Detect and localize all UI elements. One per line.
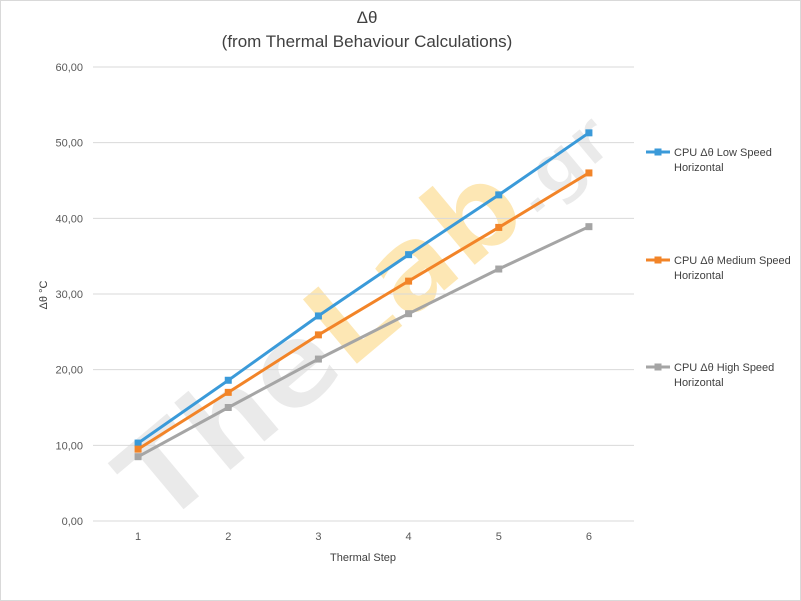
data-point xyxy=(405,251,413,259)
y-tick-label: 0,00 xyxy=(62,516,83,528)
x-tick-label: 2 xyxy=(225,531,231,543)
data-point xyxy=(495,265,503,273)
legend-label: CPU Δθ Low Speed xyxy=(674,147,772,159)
data-point xyxy=(585,129,593,137)
legend-swatch-marker xyxy=(654,148,662,156)
data-point xyxy=(495,223,503,231)
x-axis-title: Thermal Step xyxy=(330,552,396,564)
x-tick-label: 5 xyxy=(496,531,502,543)
watermark: TheLab.gr xyxy=(89,62,635,552)
data-point xyxy=(405,310,413,318)
series-2 xyxy=(134,169,593,453)
legend-label: Horizontal xyxy=(674,377,724,389)
gridlines xyxy=(93,66,634,522)
data-point xyxy=(134,445,142,453)
data-point xyxy=(224,404,232,411)
series xyxy=(134,129,593,461)
legend-entry: CPU Δθ Low Speed Horizontal xyxy=(646,147,772,174)
legend-label: Horizontal xyxy=(674,270,724,282)
series-line xyxy=(137,131,590,445)
y-tick-label: 20,00 xyxy=(55,365,83,377)
y-tick-label: 60,00 xyxy=(55,62,83,74)
x-tick-label: 1 xyxy=(135,531,141,543)
series-line xyxy=(137,225,590,459)
data-point xyxy=(585,169,593,177)
y-tick-label: 10,00 xyxy=(55,440,83,452)
data-point xyxy=(585,223,593,231)
data-point xyxy=(134,439,142,447)
data-point xyxy=(224,388,232,396)
chart-title: Δθ xyxy=(357,8,378,27)
legend-swatch-marker xyxy=(654,363,662,371)
x-tick-label: 4 xyxy=(406,531,412,543)
data-point xyxy=(495,191,503,199)
data-point xyxy=(405,277,413,285)
data-point xyxy=(224,376,232,384)
data-point xyxy=(134,453,142,461)
y-axis-ticks: 0,00 10,00 20,00 30,00 40,00 50,00 60,00 xyxy=(55,62,83,528)
y-tick-label: 30,00 xyxy=(55,289,83,301)
y-axis-title: Δθ °C xyxy=(38,281,50,310)
legend-entry: CPU Δθ Medium Speed Horizontal xyxy=(646,255,791,282)
legend-swatch-marker xyxy=(654,256,662,264)
y-tick-label: 40,00 xyxy=(55,213,83,225)
data-point xyxy=(314,331,322,339)
data-point xyxy=(314,312,322,320)
series-3 xyxy=(134,223,593,461)
svg-text:TheLab.gr: TheLab.gr xyxy=(90,62,635,551)
x-tick-label: 3 xyxy=(315,531,321,543)
legend-label: CPU Δθ Medium Speed xyxy=(674,255,791,267)
x-axis-ticks: 1 2 3 4 5 6 xyxy=(135,531,592,543)
chart-subtitle: (from Thermal Behaviour Calculations) xyxy=(222,32,513,51)
legend-entry: CPU Δθ High Speed Horizontal xyxy=(646,362,774,389)
series-line xyxy=(137,171,590,451)
legend-label: Horizontal xyxy=(674,162,724,174)
y-tick-label: 50,00 xyxy=(55,138,83,150)
x-tick-label: 6 xyxy=(586,531,592,543)
data-point xyxy=(314,355,322,363)
series-1 xyxy=(134,129,593,447)
legend-label: CPU Δθ High Speed xyxy=(674,362,774,374)
